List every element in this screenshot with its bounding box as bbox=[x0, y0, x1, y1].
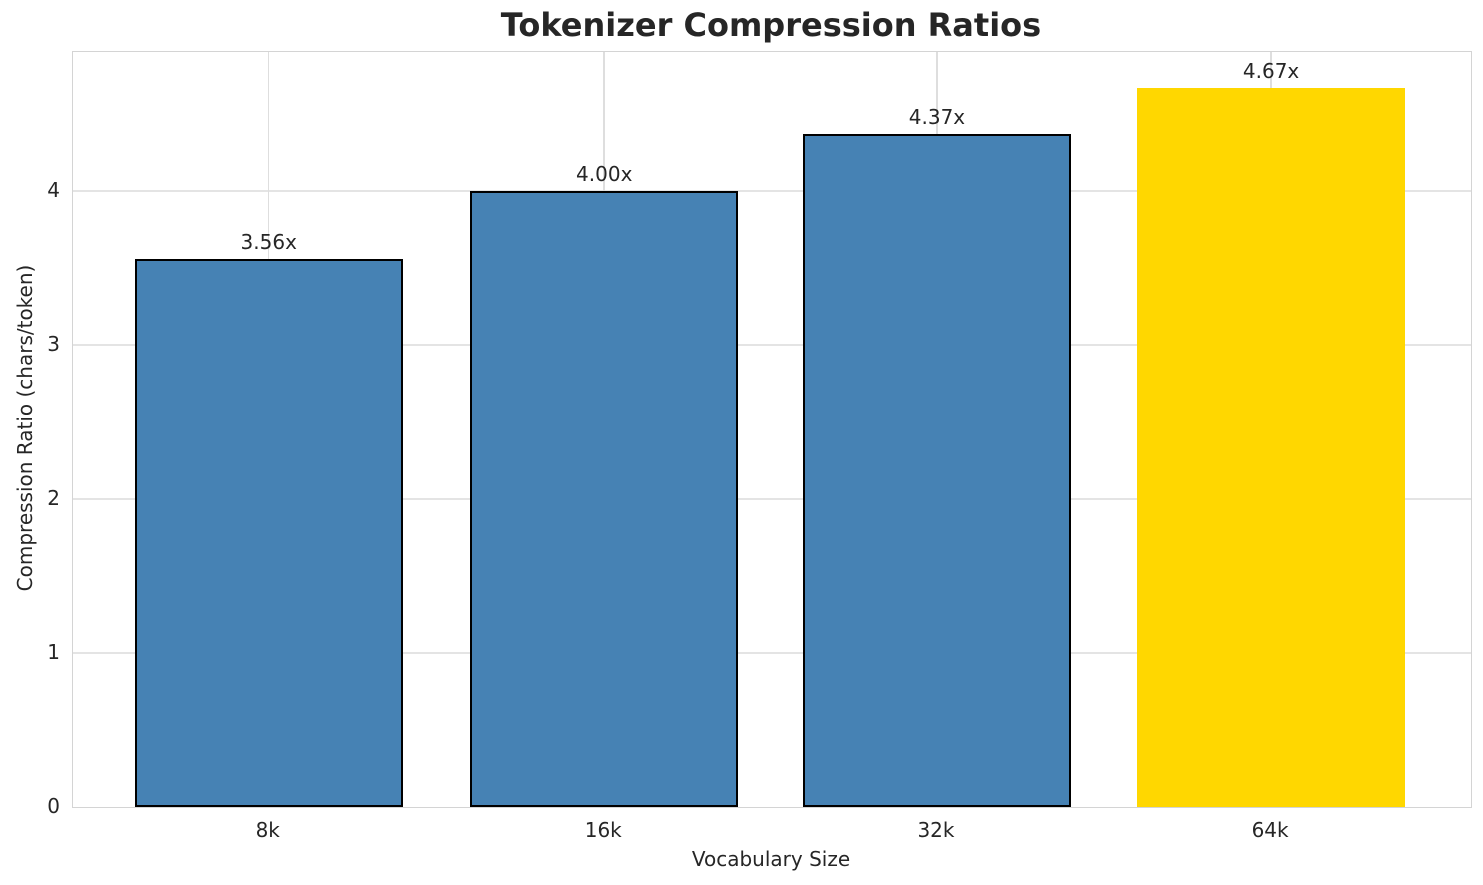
gridline-horizontal bbox=[73, 190, 1471, 192]
bar-value-label: 4.37x bbox=[908, 105, 966, 130]
bar-value-label: 4.67x bbox=[1242, 58, 1300, 83]
bar-64k bbox=[1137, 87, 1406, 807]
plot-area: 3.56x 4.00x 4.37x 4.67x bbox=[72, 51, 1472, 808]
bar-32k bbox=[802, 134, 1071, 807]
gridline-horizontal bbox=[73, 498, 1471, 500]
x-tick-label: 32k bbox=[917, 818, 955, 842]
bar-8k bbox=[134, 258, 403, 807]
x-tick-label: 8k bbox=[255, 818, 280, 842]
gridline-horizontal bbox=[73, 652, 1471, 654]
bar-value-label: 3.56x bbox=[240, 229, 297, 254]
y-tick-label: 4 bbox=[47, 178, 60, 203]
x-tick-label: 16k bbox=[584, 818, 622, 842]
chart-title: Tokenizer Compression Ratios bbox=[500, 6, 1042, 44]
x-axis-label: Vocabulary Size bbox=[691, 847, 851, 871]
bar-16k bbox=[470, 191, 739, 807]
x-tick-label: 64k bbox=[1251, 818, 1289, 842]
bar-value-label: 4.00x bbox=[576, 162, 633, 187]
y-tick-label: 2 bbox=[47, 486, 60, 511]
y-tick-label: 3 bbox=[47, 332, 60, 357]
y-tick-label: 0 bbox=[47, 794, 60, 818]
y-tick-label: 1 bbox=[47, 640, 60, 665]
gridline-horizontal bbox=[73, 344, 1471, 346]
y-axis-label: Compression Ratio (chars/token) bbox=[13, 264, 37, 592]
